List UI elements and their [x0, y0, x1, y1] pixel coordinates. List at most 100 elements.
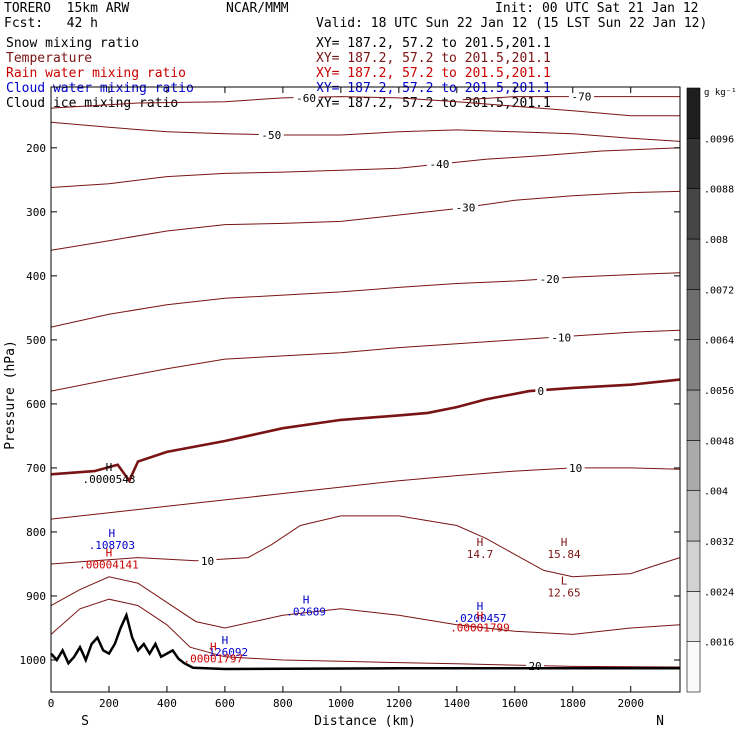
y-tick-label: 600 [26, 398, 46, 411]
contour-label-bg [426, 156, 452, 170]
colorbar-swatch [686, 339, 701, 391]
legend-label-cloud-water: Cloud water mixing ratio [6, 81, 194, 96]
temperature-contour-0 [462, 96, 680, 101]
extremum-marker: H [303, 594, 310, 607]
colorbar-swatch [686, 289, 701, 340]
colorbar: .0016 .0024 .0032 .004 .0048 .0056 .0064 .0072.… [686, 87, 734, 693]
extremum-value: .0200457 [454, 612, 507, 625]
temperature-contour-1 [50, 96, 680, 117]
contour-label: -50 [261, 129, 281, 142]
y-axis-label: Pressure (hPa) [3, 340, 18, 450]
extremum-marker: H [477, 536, 484, 549]
y-tick-label: 800 [26, 526, 46, 539]
colorbar-tick-label: .0016 [704, 638, 734, 649]
terrain-line [50, 611, 680, 671]
contour-label: -60 [296, 92, 316, 105]
x-tick-label: 1800 [560, 697, 587, 710]
y-tick-label: 700 [26, 462, 46, 475]
y-tick-label: 900 [26, 590, 46, 603]
temperature-contour-9 [50, 515, 681, 578]
contour-label: -10 [551, 331, 571, 344]
extremum-marker: H [477, 600, 484, 613]
legend-xy-cloud-water: XY= 187.2, 57.2 to 201.5,201.1 [316, 81, 551, 96]
colorbar-swatch [686, 238, 701, 290]
extremum-value: 15.84 [547, 548, 580, 561]
colorbar-tick-label: .0024 [704, 587, 734, 598]
colorbar-swatch [686, 188, 701, 240]
extremum-marker: H [477, 610, 484, 623]
x-tick-label: 2000 [617, 697, 644, 710]
legend-label-rain: Rain water mixing ratio [6, 66, 187, 81]
contour-label-bg [453, 200, 479, 214]
colorbar-tick-label: .008 [704, 235, 728, 246]
contour-label: -30 [456, 201, 476, 214]
x-tick-label: 1600 [502, 697, 529, 710]
colorbar-swatch [686, 591, 701, 642]
x-tick-label: 800 [273, 697, 293, 710]
extremum-value: .108703 [89, 539, 135, 552]
x-tick-label: 1200 [386, 697, 413, 710]
extremum-value: .02689 [286, 606, 326, 619]
colorbar-swatch [686, 87, 701, 139]
colorbar-swatch [686, 389, 701, 441]
colorbar-tick-label: .0048 [704, 436, 734, 447]
contour-label-bg [548, 330, 574, 344]
contour-label-bg [568, 89, 594, 103]
x-axis-ticks: 0 200 400 600 800 1000 1200 1400 1600 1800 2000 [48, 87, 644, 710]
colorbar-unit: g kg⁻¹ [704, 88, 737, 98]
contour-label: 10 [569, 462, 582, 475]
extremum-value: .00001799 [450, 622, 510, 635]
y-tick-label: 500 [26, 334, 46, 347]
colorbar-tick-label: .0056 [704, 386, 734, 397]
extremum-value: 14.7 [467, 548, 494, 561]
legend-label-temperature: Temperature [6, 51, 93, 66]
contour-label-bg [293, 90, 319, 104]
colorbar-tick-label: .0072 [704, 285, 734, 296]
colorbar-swatch [686, 641, 701, 693]
terrain [50, 611, 680, 671]
extremum-marker: H [561, 536, 568, 549]
header-model: TORERO 15km ARW [4, 1, 130, 16]
colorbar-swatch [686, 138, 701, 189]
colorbar-swatch [686, 440, 701, 491]
legend-xy-rain: XY= 187.2, 57.2 to 201.5,201.1 [316, 66, 551, 81]
extremum-marker: L [561, 574, 568, 587]
contour-label: -20 [540, 273, 560, 286]
colorbar-tick-label: .0088 [704, 185, 734, 196]
header-org: NCAR/MMM [226, 1, 289, 16]
colorbar-tick-label: .0032 [704, 537, 734, 548]
contour-label-bg [566, 460, 585, 474]
x-tick-label: 1400 [444, 697, 471, 710]
temperature-contour-11 [50, 598, 681, 668]
contour-label-bg [258, 128, 284, 142]
extremum-marker: H [222, 634, 229, 647]
x-tick-label: 600 [215, 697, 235, 710]
contour-label: 10 [201, 555, 214, 568]
colorbar-swatch [686, 490, 701, 542]
endpoint-south: S [81, 714, 89, 729]
legend-label-cloud-ice: Cloud ice mixing ratio [6, 96, 179, 111]
x-tick-label: 400 [157, 697, 177, 710]
extremum-value: .00004141 [79, 558, 139, 571]
x-axis-label: Distance (km) [314, 714, 416, 729]
header-valid: Valid: 18 UTC Sun 22 Jan 12 (15 LST Sun … [316, 16, 708, 31]
plot-frame [50, 86, 681, 693]
legend-label-snow: Snow mixing ratio [6, 36, 140, 51]
temperature-contour-8 [50, 467, 681, 520]
contour-label: 20 [528, 660, 541, 673]
extremum-marker: H [109, 527, 116, 540]
extremum-value: 12.65 [547, 586, 580, 599]
contour-label: 0 [538, 385, 545, 398]
x-tick-label: 0 [48, 697, 55, 710]
x-tick-label: 200 [99, 697, 119, 710]
temperature-contour-2 [50, 121, 681, 142]
extremum-value: .126092 [202, 646, 248, 659]
colorbar-swatch [686, 540, 701, 592]
extremum-marker: H [106, 461, 113, 474]
extremum-marker: H [210, 640, 217, 653]
extremum-value: .0000543 [82, 473, 135, 486]
y-axis-ticks: 200 300 400 500 600 700 800 900 1000 [20, 142, 680, 667]
temperature-contour-5 [50, 272, 681, 328]
contour-label: -40 [429, 158, 449, 171]
